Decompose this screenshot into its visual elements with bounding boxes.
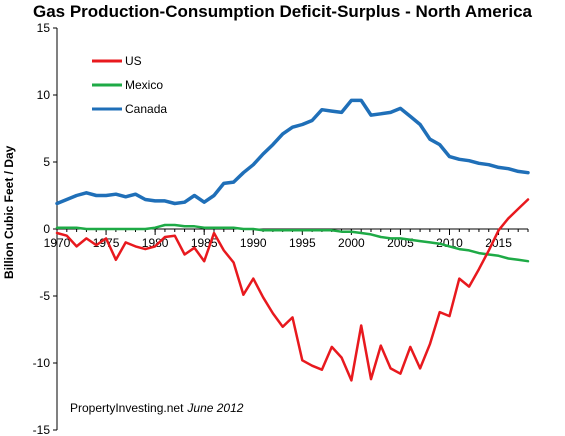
series-lines bbox=[55, 98, 530, 382]
series-line-us bbox=[55, 198, 530, 382]
x-tick-label: 1990 bbox=[240, 236, 267, 250]
y-tick-label: 5 bbox=[43, 155, 50, 169]
source-note: PropertyInvesting.net June 2012 bbox=[70, 401, 243, 415]
x-tick-label: 2000 bbox=[338, 236, 365, 250]
y-tick-label: -15 bbox=[33, 423, 51, 436]
x-tick-label: 1970 bbox=[44, 236, 71, 250]
y-tick-label: -5 bbox=[39, 289, 50, 303]
legend-label-canada: Canada bbox=[125, 102, 167, 116]
y-tick-label: 10 bbox=[37, 88, 51, 102]
x-tick-label: 2010 bbox=[436, 236, 463, 250]
legend: US Mexico Canada bbox=[92, 54, 167, 116]
series-line-canada bbox=[55, 98, 530, 206]
legend-label-mexico: Mexico bbox=[125, 78, 163, 92]
source-date: June 2012 bbox=[187, 401, 244, 415]
legend-label-us: US bbox=[125, 54, 142, 68]
y-tick-label: 0 bbox=[43, 222, 50, 236]
x-tick-label: 1995 bbox=[289, 236, 316, 250]
series-line-mexico bbox=[55, 223, 530, 263]
source-site: PropertyInvesting.net bbox=[70, 401, 184, 415]
y-tick-label: -10 bbox=[33, 356, 51, 370]
y-tick-label: 15 bbox=[37, 21, 51, 35]
chart-title: Gas Production-Consumption Deficit-Surpl… bbox=[32, 2, 532, 21]
x-tick-label: 1975 bbox=[93, 236, 120, 250]
